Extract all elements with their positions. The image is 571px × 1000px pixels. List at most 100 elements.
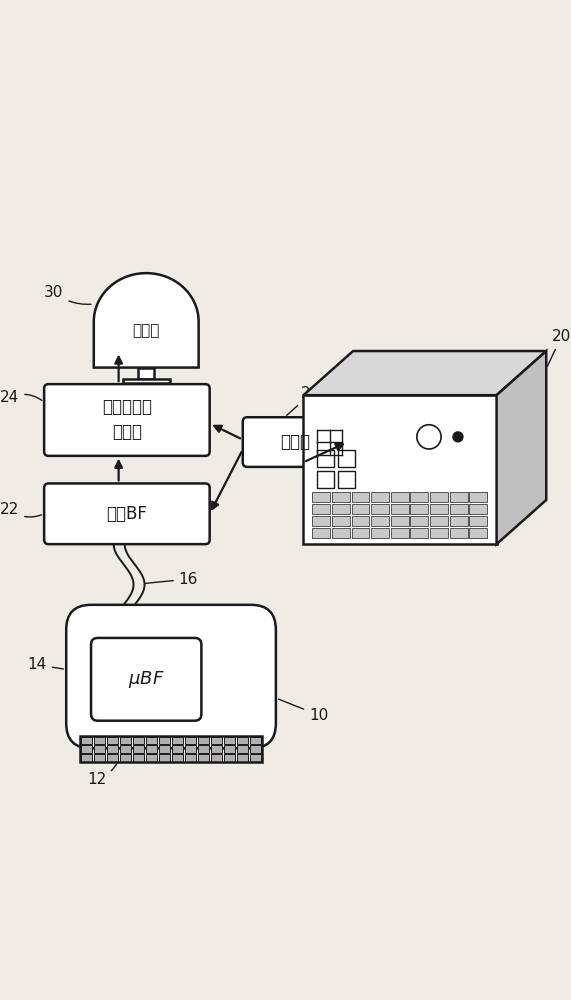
Text: 26: 26 (287, 386, 321, 415)
Bar (312, 516, 330, 526)
Bar (352, 504, 369, 514)
Text: 16: 16 (146, 572, 198, 587)
Bar (391, 504, 409, 514)
FancyBboxPatch shape (44, 384, 210, 456)
Bar (469, 516, 487, 526)
Bar (172, 737, 183, 744)
Bar (224, 737, 235, 744)
Bar (236, 754, 248, 762)
Text: 22: 22 (0, 502, 42, 517)
Bar (146, 745, 157, 753)
Bar (119, 745, 131, 753)
Bar (449, 528, 468, 538)
Bar (338, 471, 355, 488)
Polygon shape (303, 351, 546, 395)
Bar (211, 745, 222, 753)
Bar (469, 492, 487, 502)
Bar (430, 528, 448, 538)
Bar (132, 745, 144, 753)
FancyBboxPatch shape (91, 638, 202, 721)
Bar (352, 528, 369, 538)
Bar (430, 492, 448, 502)
Bar (172, 745, 183, 753)
Bar (449, 504, 468, 514)
Bar (352, 492, 369, 502)
Bar (224, 745, 235, 753)
Bar (338, 450, 355, 467)
Bar (81, 754, 92, 762)
FancyBboxPatch shape (66, 605, 276, 748)
Bar (119, 737, 131, 744)
Bar (430, 516, 448, 526)
Bar (94, 754, 105, 762)
Polygon shape (138, 368, 154, 379)
Bar (198, 754, 209, 762)
Text: 10: 10 (279, 699, 328, 723)
Bar (250, 737, 261, 744)
Bar (198, 745, 209, 753)
Bar (159, 745, 170, 753)
Text: 系统、图像
处理器: 系统、图像 处理器 (102, 398, 152, 441)
Bar (119, 754, 131, 762)
Bar (449, 492, 468, 502)
Bar (107, 745, 118, 753)
Bar (312, 528, 330, 538)
Bar (107, 754, 118, 762)
Circle shape (453, 432, 463, 442)
Bar (184, 745, 196, 753)
Bar (312, 504, 330, 514)
Bar (211, 737, 222, 744)
Bar (391, 528, 409, 538)
Bar (411, 528, 428, 538)
Bar (159, 737, 170, 744)
Bar (411, 504, 428, 514)
Bar (371, 504, 389, 514)
Bar (332, 516, 350, 526)
Polygon shape (123, 379, 170, 383)
Bar (184, 754, 196, 762)
Bar (107, 737, 118, 744)
Bar (411, 516, 428, 526)
Bar (332, 504, 350, 514)
Polygon shape (94, 273, 199, 368)
Bar (236, 745, 248, 753)
Bar (469, 504, 487, 514)
Bar (94, 745, 105, 753)
Polygon shape (497, 351, 546, 544)
Bar (94, 737, 105, 744)
Polygon shape (303, 395, 497, 544)
Text: 控制器: 控制器 (280, 433, 310, 451)
Text: 30: 30 (44, 285, 91, 304)
Text: 12: 12 (87, 763, 117, 787)
FancyBboxPatch shape (243, 417, 348, 467)
Bar (198, 737, 209, 744)
Bar (224, 754, 235, 762)
Bar (236, 737, 248, 744)
Bar (146, 754, 157, 762)
Bar (172, 754, 183, 762)
Bar (132, 754, 144, 762)
Text: 20: 20 (548, 329, 571, 366)
Text: $\mu$BF: $\mu$BF (128, 669, 164, 690)
Bar (332, 492, 350, 502)
Text: 系统BF: 系统BF (106, 505, 147, 523)
Bar (411, 492, 428, 502)
Bar (391, 516, 409, 526)
Bar (317, 471, 334, 488)
Bar (449, 516, 468, 526)
Bar (371, 528, 389, 538)
Bar (317, 450, 334, 467)
Bar (81, 737, 92, 744)
Bar (81, 745, 92, 753)
Bar (391, 492, 409, 502)
Bar (312, 492, 330, 502)
Bar (352, 516, 369, 526)
Bar (132, 737, 144, 744)
Text: 24: 24 (0, 390, 42, 405)
Bar (469, 528, 487, 538)
Bar (159, 754, 170, 762)
Text: 14: 14 (27, 657, 63, 672)
Bar (371, 516, 389, 526)
Bar (371, 492, 389, 502)
Bar (332, 528, 350, 538)
